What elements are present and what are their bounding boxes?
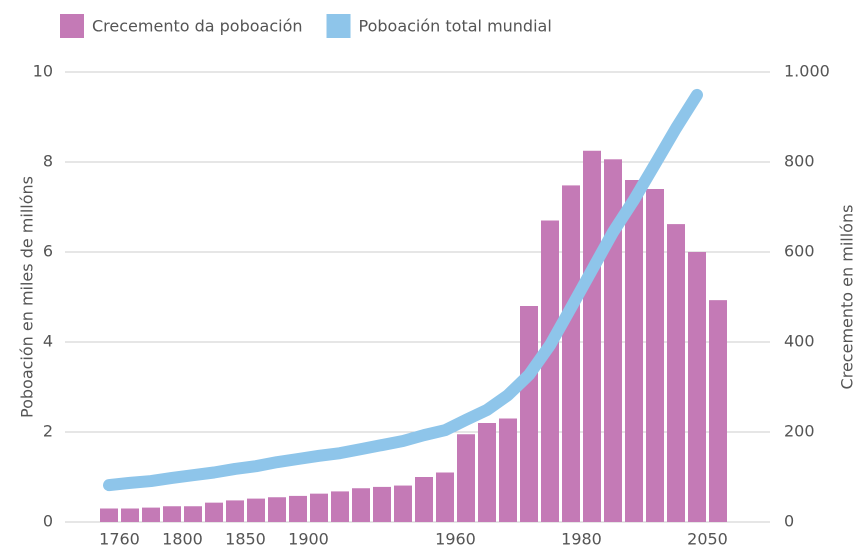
bar xyxy=(583,150,601,522)
x-tick-label: 1900 xyxy=(288,530,329,549)
bar xyxy=(541,220,559,522)
bar xyxy=(100,508,118,522)
y-tick-label: 6 xyxy=(43,242,53,261)
bar xyxy=(184,506,202,522)
bar xyxy=(562,185,580,522)
bar xyxy=(352,488,370,522)
bar xyxy=(457,434,475,522)
bar xyxy=(331,491,349,522)
bar xyxy=(289,495,307,522)
bar xyxy=(373,486,391,522)
bar xyxy=(499,418,517,522)
bar xyxy=(310,493,328,522)
legend-swatch xyxy=(326,14,351,38)
line xyxy=(103,88,703,492)
bar xyxy=(415,477,433,522)
legend-label: Crecemento da poboación xyxy=(92,17,303,36)
x-tick-label: 1800 xyxy=(162,530,203,549)
bar xyxy=(688,252,706,522)
legend-label: Poboación total mundial xyxy=(359,17,552,36)
y-tick-label: 10 xyxy=(33,62,53,81)
bar xyxy=(205,502,223,522)
bar xyxy=(667,224,685,522)
bar xyxy=(625,180,643,522)
bar xyxy=(247,498,265,522)
bar xyxy=(163,506,181,522)
x-tick-label: 1760 xyxy=(99,530,140,549)
y2-tick-label: 600 xyxy=(784,242,815,261)
bar xyxy=(394,485,412,522)
x-tick-label: 1960 xyxy=(435,530,476,549)
bar xyxy=(121,508,139,522)
x-tick-label: 2050 xyxy=(687,530,728,549)
x-tick-label: 1850 xyxy=(225,530,266,549)
bar xyxy=(268,497,286,522)
y2-tick-label: 800 xyxy=(784,152,815,171)
bar xyxy=(436,472,454,522)
y2-axis-label: Crecemento en millóns xyxy=(838,205,857,390)
bar xyxy=(226,500,244,522)
y-axis-label: Poboación en miles de millóns xyxy=(18,176,37,418)
bar xyxy=(520,306,538,522)
bar xyxy=(478,423,496,522)
bar xyxy=(709,300,727,522)
y-tick-label: 0 xyxy=(43,512,53,531)
y-tick-label: 4 xyxy=(43,332,53,351)
y2-tick-label: 200 xyxy=(784,422,815,441)
bar xyxy=(142,507,160,522)
y2-tick-label: 0 xyxy=(784,512,794,531)
y2-tick-label: 400 xyxy=(784,332,815,351)
y2-tick-label: 1.000 xyxy=(784,62,830,81)
y-tick-label: 2 xyxy=(43,422,53,441)
bar xyxy=(646,189,664,522)
y-tick-label: 8 xyxy=(43,152,53,171)
x-tick-label: 1980 xyxy=(561,530,602,549)
legend-swatch xyxy=(60,14,84,38)
